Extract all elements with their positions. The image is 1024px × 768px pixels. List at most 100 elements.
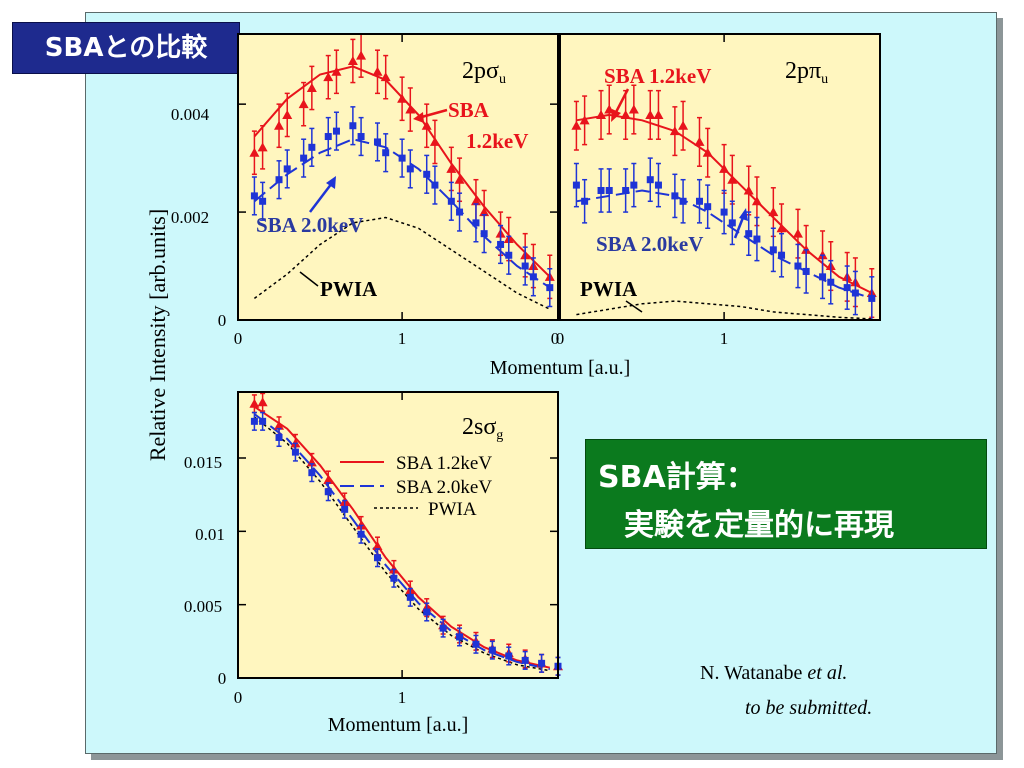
data-point-square (480, 230, 488, 238)
data-point-square (521, 656, 529, 664)
data-point-triangle (792, 228, 803, 238)
annotation-sba20-arrowhead (326, 176, 336, 189)
data-point-square (406, 165, 414, 173)
data-point-triangle (331, 66, 342, 76)
data-point-square (868, 294, 876, 302)
data-point-square (447, 197, 455, 205)
annotation-sba20-label: SBA 2.0keV (596, 232, 703, 256)
legend: SBA 1.2keV SBA 2.0keV PWIA (340, 453, 492, 520)
ytick-label: 0.005 (184, 597, 222, 616)
data-point-square (497, 240, 505, 248)
data-point-square (778, 251, 786, 259)
data-point-square (753, 235, 761, 243)
legend-label-sba20: SBA 2.0keV (396, 477, 492, 498)
data-point-triangle (306, 82, 317, 92)
data-point-triangle (628, 104, 639, 114)
panel-title-2p-sigma-u: 2pσu (462, 58, 506, 87)
legend-label-pwia: PWIA (428, 499, 477, 520)
data-point-triangle (776, 223, 787, 233)
data-point-square (597, 186, 605, 194)
ytick-label: 0 (218, 311, 227, 330)
data-point-square (456, 633, 464, 641)
data-point-triangle (249, 147, 260, 157)
data-point-square (679, 197, 687, 205)
data-point-triangle (579, 115, 590, 125)
data-point-triangle (470, 196, 481, 206)
data-point-triangle (429, 136, 440, 146)
data-point-square (308, 469, 316, 477)
data-point-triangle (347, 55, 358, 65)
conclusion-box: SBA計算： 実験を定量的に再現 (585, 439, 987, 549)
data-point-triangle (282, 109, 293, 119)
data-point-square (357, 530, 365, 538)
data-point-square (671, 192, 679, 200)
data-point-square (324, 133, 332, 141)
annotation-sba12-arrowhead (413, 112, 424, 123)
data-point-square (283, 165, 291, 173)
data-point-triangle (727, 174, 738, 184)
legend-label-sba12: SBA 1.2keV (396, 453, 492, 474)
conclusion-line-2: 実験を定量的に再現 (624, 508, 894, 543)
data-point-square (851, 289, 859, 297)
annotation-pwia-label: PWIA (320, 277, 378, 301)
xtick-label: 1 (398, 688, 407, 707)
plot-frame-2p-sigma-u (237, 33, 559, 321)
ytick-label: 0.015 (184, 453, 222, 472)
ytick-label: 0.002 (171, 208, 209, 227)
data-point-square (308, 143, 316, 151)
data-point-square (398, 154, 406, 162)
data-point-triangle (479, 207, 490, 217)
data-point-square (819, 273, 827, 281)
annotation-sba12-label-a: SBA (448, 98, 490, 122)
xtick-label: 0 (234, 688, 243, 707)
data-point-square (250, 192, 258, 200)
data-point-square (745, 230, 753, 238)
data-point-square (605, 186, 613, 194)
data-point-square (349, 122, 357, 130)
annotation-pwia-arrow (625, 300, 643, 313)
data-point-triangle (446, 163, 457, 173)
data-point-square (423, 170, 431, 178)
data-point-square (654, 181, 662, 189)
series-line-sba-2-0kev (253, 413, 551, 671)
data-point-square (695, 197, 703, 205)
data-point-square (720, 208, 728, 216)
data-point-square (357, 133, 365, 141)
xtick-label: 1 (720, 329, 729, 348)
data-point-triangle (298, 99, 309, 109)
data-point-square (291, 448, 299, 456)
data-point-square (704, 203, 712, 211)
data-point-square (324, 488, 332, 496)
data-point-square (843, 284, 851, 292)
xtick-label: 0 (234, 329, 243, 348)
annotation-sba20-label: SBA 2.0keV (256, 213, 363, 237)
data-point-triangle (653, 109, 664, 119)
data-point-square (341, 505, 349, 513)
data-point-square (529, 273, 537, 281)
annotation-sba12-label: SBA 1.2keV (604, 64, 711, 88)
data-point-square (259, 197, 267, 205)
xtick-label: 1 (398, 329, 407, 348)
data-point-triangle (719, 163, 730, 173)
data-point-square (630, 181, 638, 189)
data-point-triangle (694, 136, 705, 146)
data-point-square (439, 624, 447, 632)
data-point-triangle (323, 72, 334, 82)
data-point-square (300, 154, 308, 162)
plot-area-2s-sigma-g (238, 392, 558, 678)
series-line-sba-1-2kev (253, 405, 551, 669)
plot-frame-2p-pi-u (559, 33, 881, 321)
data-point-triangle (768, 207, 779, 217)
data-point-square (431, 181, 439, 189)
data-point-triangle (645, 109, 656, 119)
citation-author-name: N. Watanabe (700, 662, 808, 684)
data-point-square (406, 593, 414, 601)
data-point-square (769, 246, 777, 254)
citation-status: to be submitted. (745, 697, 873, 719)
series-line-pwia (253, 216, 551, 310)
annotation-pwia-label: PWIA (580, 277, 638, 301)
data-point-square (275, 433, 283, 441)
data-point-triangle (743, 185, 754, 195)
data-point-triangle (405, 104, 416, 114)
